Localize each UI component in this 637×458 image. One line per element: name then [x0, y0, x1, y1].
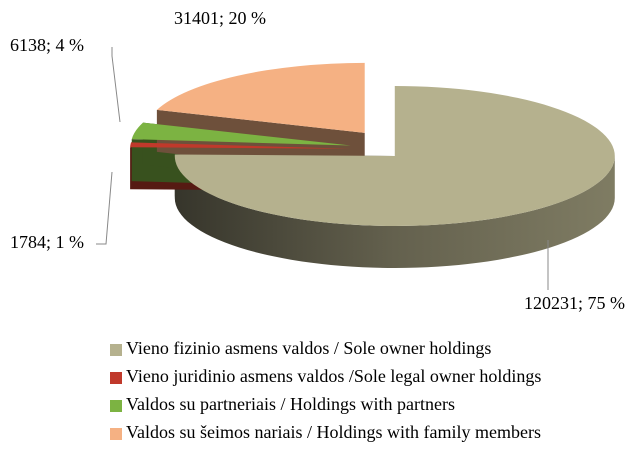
data-label: 1784; 1 % [10, 232, 84, 252]
legend-swatch [110, 400, 122, 412]
data-label: 31401; 20 % [174, 8, 266, 28]
slice [174, 86, 615, 227]
leader-line [96, 171, 113, 245]
data-label: 120231; 75 % [524, 293, 625, 313]
slice [156, 62, 365, 133]
legend-swatch [110, 372, 122, 384]
slice-side [174, 156, 615, 268]
legend-swatch [110, 344, 122, 356]
legend-label: Valdos su šeimos nariais / Holdings with… [126, 422, 541, 442]
slice [131, 122, 351, 146]
legend-label: Vieno fizinio asmens valdos / Sole owner… [126, 338, 491, 358]
legend-label: Vieno juridinio asmens valdos /Sole lega… [126, 366, 541, 386]
slice [130, 142, 351, 149]
legend-label: Valdos su partneriais / Holdings with pa… [126, 394, 455, 414]
data-label: 6138; 4 % [10, 35, 84, 55]
leader-line [111, 47, 121, 123]
legend-swatch [110, 428, 122, 440]
